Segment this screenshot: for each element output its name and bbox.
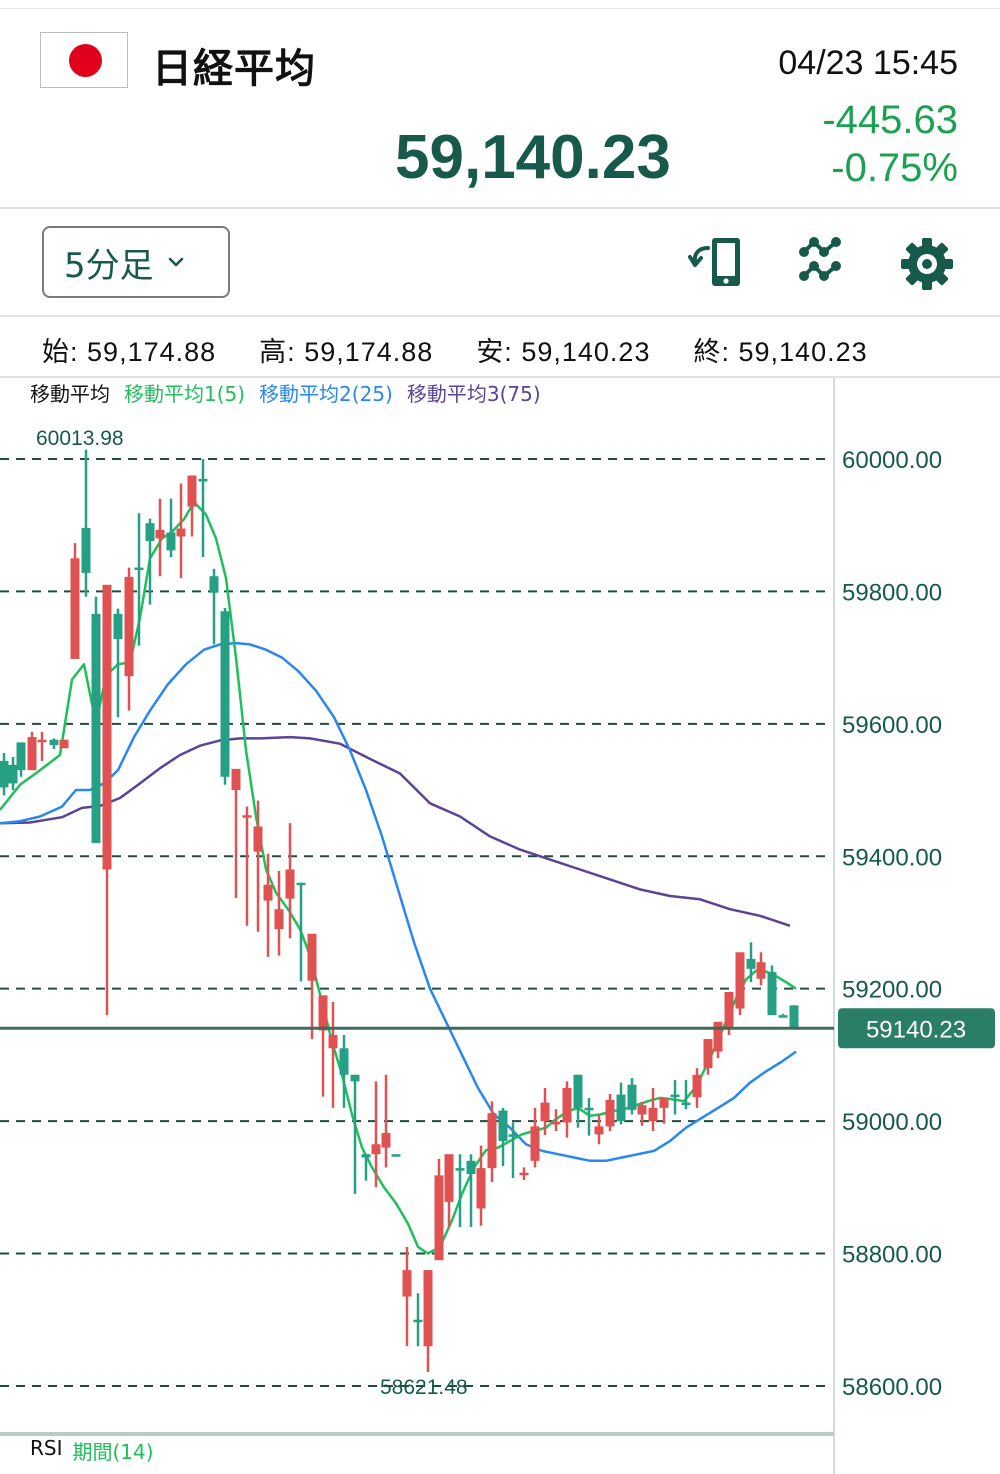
svg-text:59000.00: 59000.00: [842, 1109, 942, 1136]
legend-ma2[interactable]: 移動平均2(25): [259, 382, 393, 406]
svg-text:59800.00: 59800.00: [842, 579, 942, 606]
japan-flag-icon: [40, 32, 128, 88]
candlestick-chart[interactable]: 60000.00 59800.00 59600.00 59400.00 59200.00…: [0, 378, 1000, 1474]
chevron-down-icon: [168, 257, 183, 267]
legend-ma1[interactable]: 移動平均1(5): [124, 382, 246, 406]
rotate-device-icon[interactable]: [688, 236, 746, 292]
svg-text:59200.00: 59200.00: [842, 977, 942, 1004]
timeframe-label: 5分足: [64, 245, 154, 286]
index-title: 日経平均: [152, 46, 316, 92]
price-change: -445.63 -0.75%: [822, 96, 958, 192]
rsi-legend: RSI 期間(14): [30, 1436, 154, 1465]
ma-legend: 移動平均 移動平均1(5) 移動平均2(25) 移動平均3(75): [30, 378, 541, 407]
current-price: 59,140.23: [395, 123, 671, 192]
legend-title: 移動平均: [30, 382, 110, 406]
ohlc-low: 安: 59,140.23: [476, 337, 651, 367]
divider: [0, 376, 1000, 378]
ohlc-close: 終: 59,140.23: [693, 337, 868, 367]
rsi-label: RSI: [30, 1436, 63, 1460]
ohlc-bar: 始: 59,174.88 高: 59,174.88 安: 59,140.23 終…: [42, 330, 911, 369]
svg-text:59140.23: 59140.23: [866, 1016, 966, 1043]
timeframe-dropdown[interactable]: 5分足: [42, 226, 230, 298]
indicator-icon[interactable]: [794, 236, 852, 292]
change-percent: -0.75%: [831, 146, 958, 190]
ohlc-open: 始: 59,174.88: [42, 337, 217, 367]
svg-text:58800.00: 58800.00: [842, 1242, 942, 1269]
gear-icon[interactable]: [898, 236, 956, 292]
rsi-period[interactable]: 期間(14): [72, 1440, 154, 1464]
change-amount: -445.63: [822, 98, 958, 142]
svg-text:59600.00: 59600.00: [842, 712, 942, 739]
legend-ma3[interactable]: 移動平均3(75): [406, 382, 541, 406]
divider: [0, 315, 1000, 317]
svg-text:59400.00: 59400.00: [842, 844, 942, 871]
quote-datetime: 04/23 15:45: [778, 44, 958, 82]
svg-text:60013.98: 60013.98: [36, 427, 124, 450]
svg-text:58621.48: 58621.48: [380, 1376, 468, 1399]
top-divider: [0, 8, 1000, 9]
svg-text:58600.00: 58600.00: [842, 1374, 942, 1401]
quote-header: 日経平均 04/23 15:45 59,140.23 -445.63 -0.75…: [0, 0, 1000, 208]
divider: [0, 207, 1000, 209]
ohlc-high: 高: 59,174.88: [259, 337, 434, 367]
svg-text:60000.00: 60000.00: [842, 447, 942, 474]
